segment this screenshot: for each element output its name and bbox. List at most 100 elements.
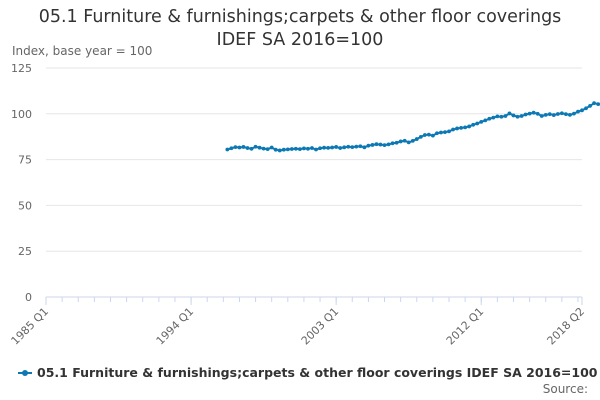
data-point	[386, 142, 391, 147]
data-point	[515, 114, 520, 119]
source-label: Source:	[542, 382, 588, 396]
data-point	[555, 112, 560, 116]
data-point	[318, 146, 322, 151]
data-point	[531, 110, 536, 115]
data-point	[491, 115, 496, 120]
data-point	[358, 144, 363, 149]
y-tick-label: 0	[25, 291, 32, 304]
data-point	[398, 139, 403, 144]
data-point	[342, 145, 347, 150]
data-point	[495, 114, 500, 119]
data-point	[297, 147, 302, 152]
data-point	[539, 114, 544, 118]
data-point	[414, 137, 419, 141]
data-point	[265, 147, 270, 152]
data-point	[253, 144, 258, 149]
legend[interactable]: 05.1 Furniture & furnishings;carpets & o…	[18, 365, 598, 380]
data-point	[330, 145, 335, 150]
data-point	[418, 134, 423, 139]
data-point	[277, 148, 282, 153]
data-point	[447, 129, 451, 134]
legend-label: 05.1 Furniture & furnishings;carpets & o…	[37, 365, 598, 380]
data-point	[430, 133, 435, 138]
data-point	[269, 145, 274, 150]
data-point	[249, 146, 254, 151]
data-point	[334, 145, 339, 149]
data-point	[580, 108, 584, 113]
data-point	[563, 112, 568, 117]
data-point	[366, 143, 371, 148]
data-point	[523, 112, 528, 117]
data-point	[475, 121, 480, 126]
data-point	[302, 146, 306, 151]
data-point	[483, 118, 488, 123]
data-point	[527, 111, 532, 116]
data-point	[241, 145, 246, 149]
data-point	[459, 126, 463, 130]
series-line	[227, 102, 600, 152]
data-point	[293, 146, 298, 151]
chart-title-line-2: IDEF SA 2016=100	[216, 30, 384, 50]
chart-title: 05.1 Furniture & furnishings;carpets & o…	[0, 6, 600, 52]
data-point	[346, 144, 351, 149]
data-point	[559, 111, 564, 116]
chart-title-line-1: 05.1 Furniture & furnishings;carpets & o…	[38, 7, 562, 27]
data-point	[406, 140, 411, 145]
data-point	[572, 111, 576, 116]
data-point	[233, 145, 238, 150]
y-axis-label: Index, base year = 100	[12, 44, 153, 58]
data-point	[310, 146, 314, 150]
data-point	[245, 146, 250, 150]
data-point	[547, 112, 552, 117]
data-point	[370, 143, 375, 147]
y-tick-label: 25	[18, 245, 32, 258]
y-tick-label: 100	[11, 108, 32, 121]
data-point	[289, 147, 294, 151]
data-point	[592, 101, 596, 106]
data-point	[471, 122, 476, 127]
data-point	[439, 130, 443, 135]
data-point	[350, 145, 355, 150]
data-point	[519, 114, 524, 118]
data-point	[281, 147, 286, 152]
data-point	[374, 142, 379, 147]
data-point	[426, 132, 431, 137]
data-point	[422, 133, 427, 137]
data-point	[499, 114, 504, 119]
data-point	[511, 113, 516, 118]
data-point	[285, 147, 290, 152]
data-point	[314, 147, 318, 152]
x-tick-label: 1985 Q1	[9, 305, 52, 348]
data-point	[596, 102, 600, 106]
data-point	[273, 147, 278, 152]
data-point	[455, 126, 459, 131]
data-point	[326, 145, 331, 150]
data-point	[576, 109, 580, 114]
data-point	[322, 145, 326, 150]
x-tick-label: 1994 Q1	[154, 305, 197, 348]
data-point	[503, 114, 508, 118]
x-tick-label: 2012 Q1	[444, 305, 487, 348]
data-point	[390, 141, 395, 146]
data-point	[237, 145, 242, 150]
data-point	[261, 146, 266, 151]
data-point	[507, 111, 512, 116]
data-point	[378, 142, 383, 147]
data-point	[451, 127, 455, 132]
data-point	[362, 145, 367, 150]
y-tick-label: 50	[18, 199, 32, 212]
data-point	[535, 111, 540, 116]
data-point	[229, 146, 234, 151]
data-point	[463, 125, 468, 130]
data-point	[435, 131, 439, 136]
x-tick-label: 2003 Q1	[299, 305, 342, 348]
data-point	[551, 113, 556, 117]
data-point	[402, 138, 407, 143]
data-point	[568, 113, 572, 117]
data-point	[225, 147, 230, 152]
data-point	[467, 124, 472, 129]
data-point	[338, 146, 343, 150]
legend-line-marker-icon	[18, 368, 32, 378]
data-point	[584, 106, 588, 111]
